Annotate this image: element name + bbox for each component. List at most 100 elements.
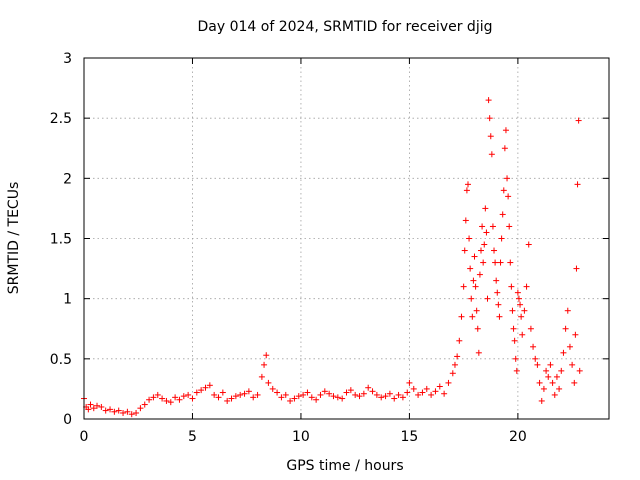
data-point [395, 391, 402, 398]
data-point [224, 397, 231, 404]
data-point [569, 361, 576, 368]
data-point [436, 383, 443, 390]
y-tick-label: 3 [63, 51, 72, 67]
data-point [215, 394, 222, 401]
data-point [519, 331, 526, 338]
data-point [545, 373, 552, 380]
data-point [562, 325, 569, 332]
data-point [445, 379, 452, 386]
data-point [321, 388, 328, 395]
data-point [527, 325, 534, 332]
data-series [81, 97, 583, 418]
data-point [556, 385, 563, 392]
data-point [532, 355, 539, 362]
data-point [536, 379, 543, 386]
data-point [115, 407, 122, 414]
data-point [274, 389, 281, 396]
data-point [141, 401, 148, 408]
data-point [211, 391, 218, 398]
data-point [495, 301, 502, 308]
data-point [553, 373, 560, 380]
data-point [466, 235, 473, 242]
data-point [549, 379, 556, 386]
data-point [245, 388, 252, 395]
data-point [334, 394, 341, 401]
data-point [489, 223, 496, 230]
data-point [300, 391, 307, 398]
data-point [295, 393, 302, 400]
y-tick-label: 2 [63, 171, 72, 187]
data-point [180, 393, 187, 400]
data-point [304, 389, 311, 396]
data-point [94, 402, 101, 409]
data-point [102, 407, 109, 414]
data-point [85, 406, 92, 413]
data-point [481, 241, 488, 248]
data-point [513, 367, 520, 374]
data-point [475, 349, 482, 356]
data-point [521, 307, 528, 314]
data-point [543, 367, 550, 374]
data-point [572, 331, 579, 338]
data-point [488, 151, 495, 158]
data-point [163, 397, 170, 404]
data-point [317, 391, 324, 398]
data-point [525, 241, 532, 248]
data-point [441, 390, 448, 397]
data-point [508, 283, 515, 290]
data-point [287, 397, 294, 404]
data-point [575, 117, 582, 124]
data-point [206, 382, 213, 389]
data-point [451, 361, 458, 368]
data-point [483, 229, 490, 236]
data-point [228, 395, 235, 402]
data-point [487, 133, 494, 140]
data-point [237, 391, 244, 398]
data-point [494, 289, 501, 296]
data-point [474, 325, 481, 332]
data-point [469, 313, 476, 320]
data-point [547, 361, 554, 368]
data-point [461, 247, 468, 254]
data-point [419, 389, 426, 396]
data-point [478, 247, 485, 254]
data-point [360, 390, 367, 397]
data-point [551, 391, 558, 398]
data-point [133, 409, 140, 416]
data-point [506, 223, 513, 230]
data-point [428, 391, 435, 398]
data-point [538, 397, 545, 404]
data-point [518, 313, 525, 320]
data-point [482, 205, 489, 212]
data-point [282, 391, 289, 398]
data-point [509, 307, 516, 314]
x-tick-label: 15 [400, 429, 418, 445]
data-point [111, 408, 118, 415]
data-point [462, 217, 469, 224]
data-point [467, 265, 474, 272]
data-point [576, 367, 583, 374]
data-point [514, 289, 521, 296]
data-point [193, 389, 200, 396]
data-point [124, 408, 131, 415]
data-point [511, 337, 518, 344]
data-point [261, 361, 268, 368]
data-point [343, 389, 350, 396]
data-point [501, 145, 508, 152]
data-point [172, 394, 179, 401]
y-tick-label: 1.5 [50, 232, 72, 248]
data-point [504, 175, 511, 182]
data-point [415, 391, 422, 398]
data-point [512, 355, 519, 362]
data-point [505, 193, 512, 200]
data-point [241, 390, 248, 397]
data-point [540, 385, 547, 392]
data-point [468, 295, 475, 302]
data-point [432, 388, 439, 395]
data-point [423, 385, 430, 392]
data-point [564, 307, 571, 314]
data-point [159, 395, 166, 402]
data-point [265, 379, 272, 386]
grid-layer [84, 58, 609, 419]
